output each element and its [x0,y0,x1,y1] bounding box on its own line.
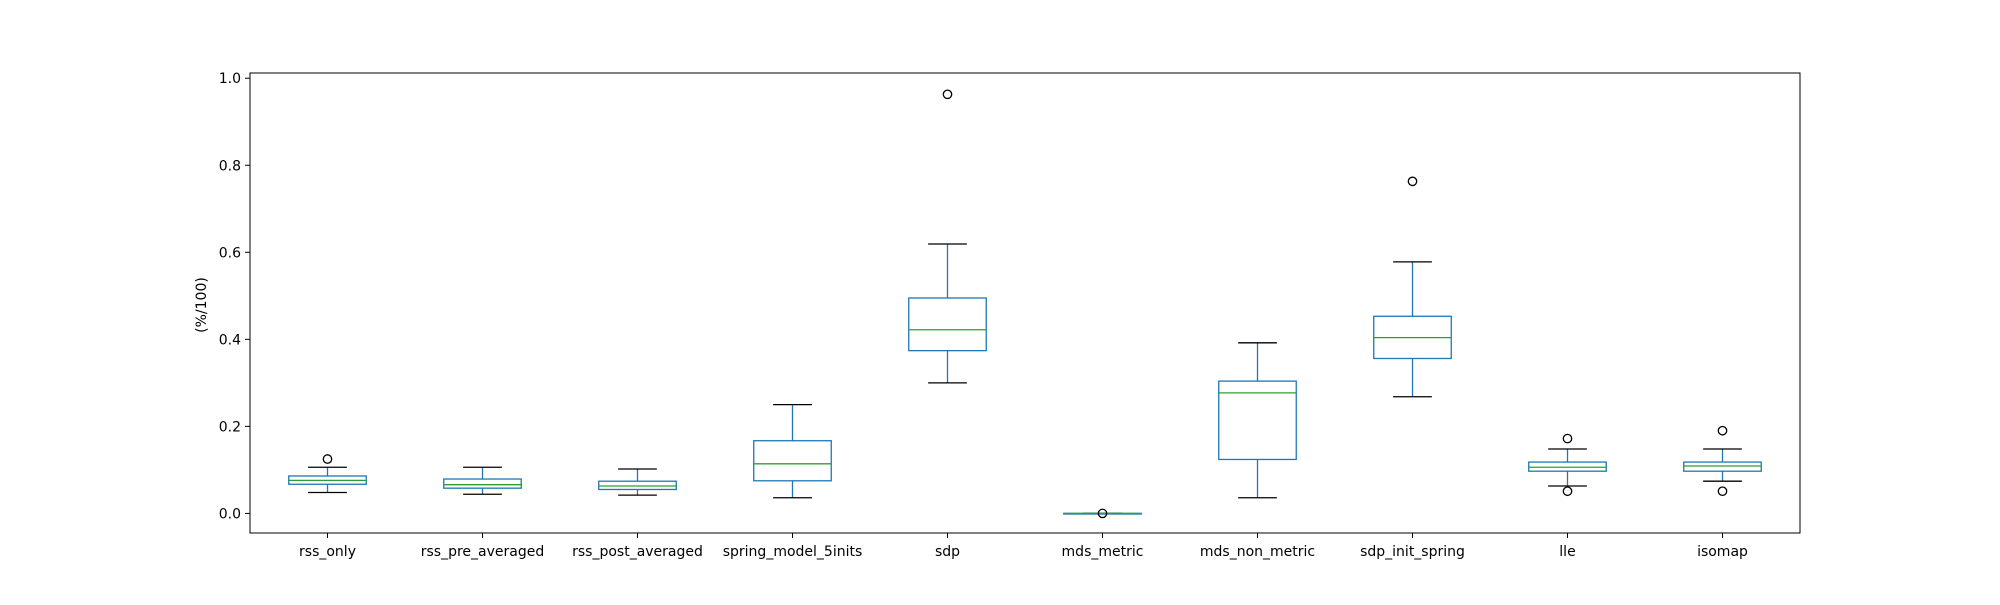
iqr-box [1528,461,1607,472]
outlier-point [1407,176,1418,187]
x-tick-label: mds_metric [1062,544,1144,560]
y-tick-label: 0.8 [219,158,241,174]
chart-axes: rss_only rss_pre_averaged rss_post_average… [219,71,1801,560]
chart-marks [288,89,1762,519]
iqr-box [598,480,677,491]
x-tick-label: rss_pre_averaged [421,544,545,560]
y-axis-label: (%/100) [194,277,210,333]
box-group-mds_metric [1063,508,1142,519]
x-tick-label: sdp [935,544,960,560]
box-group-rss_pre_averaged [443,466,522,495]
outlier-point [1562,433,1573,444]
x-tick-label: spring_model_5inits [723,544,863,560]
outlier-point [1097,508,1108,519]
x-tick-label: sdp_init_spring [1360,544,1465,560]
box-group-sdp [908,89,987,384]
y-tick-label: 0.6 [219,245,241,261]
outlier-point [942,89,953,100]
iqr-box [753,440,832,482]
x-tick-label: mds_non_metric [1200,544,1315,560]
box-group-isomap [1683,425,1762,497]
x-tick-label: rss_post_averaged [572,544,703,560]
y-tick-label: 0.2 [219,419,241,435]
iqr-box [1683,461,1762,472]
y-tick-label: 0.0 [219,506,241,522]
box-group-rss_post_averaged [598,468,677,496]
box-group-rss_only [288,454,367,494]
iqr-box [908,297,987,352]
box-group-mds_non_metric [1218,342,1297,499]
outlier-point [1562,486,1573,497]
x-tick-label: lle [1559,544,1575,560]
box-group-lle [1528,433,1607,497]
outlier-point [322,454,333,464]
x-tick-label: isomap [1697,544,1748,560]
y-tick-label: 0.4 [219,332,241,348]
iqr-box [443,478,522,489]
y-tick-label: 1.0 [219,71,241,87]
outlier-point [1717,486,1728,497]
iqr-box [1218,380,1297,461]
box-group-spring_model_5inits [753,403,832,499]
outlier-point [1717,425,1728,436]
plot-frame [249,72,1801,534]
x-tick-label: rss_only [299,544,356,560]
box-group-sdp_init_spring [1373,176,1452,398]
